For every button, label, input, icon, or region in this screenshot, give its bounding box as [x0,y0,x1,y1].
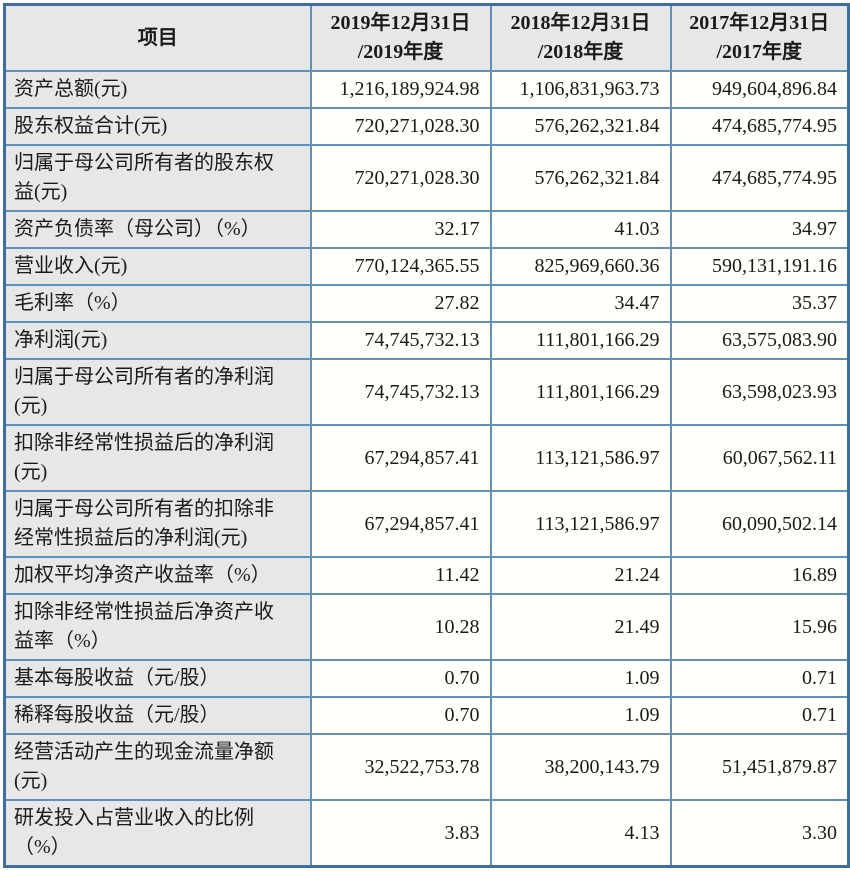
value-cell-2018: 21.49 [489,593,672,661]
table-body: 资产总额(元) 1,216,189,924.98 1,106,831,963.7… [3,70,850,868]
table-row: 资产总额(元) 1,216,189,924.98 1,106,831,963.7… [3,70,850,109]
value-cell-2017: 60,090,502.14 [669,490,850,558]
value-cell-2017: 63,575,083.90 [669,321,850,360]
value-cell-2017: 0.71 [669,696,850,735]
value-cell-2019: 770,124,365.55 [309,247,492,286]
value-cell-2018: 113,121,586.97 [489,490,672,558]
value-cell-2018: 111,801,166.29 [489,321,672,360]
row-label-cell: 资产总额(元) [3,70,312,109]
value-cell-2018: 34.47 [489,284,672,323]
table-row: 研发投入占营业收入的比例（%） 3.83 4.13 3.30 [3,799,850,868]
value-cell-2019: 67,294,857.41 [309,424,492,492]
value-cell-2019: 67,294,857.41 [309,490,492,558]
value-cell-2017: 3.30 [669,799,850,868]
value-cell-2017: 34.97 [669,210,850,249]
value-cell-2017: 35.37 [669,284,850,323]
value-cell-2019: 27.82 [309,284,492,323]
table-row: 归属于母公司所有者的净利润(元) 74,745,732.13 111,801,1… [3,358,850,426]
value-cell-2019: 1,216,189,924.98 [309,70,492,109]
value-cell-2018: 825,969,660.36 [489,247,672,286]
value-cell-2018: 113,121,586.97 [489,424,672,492]
row-label-cell: 净利润(元) [3,321,312,360]
header-period-2018-date: 2018年12月31日 [510,12,651,34]
header-period-2017-date: 2017年12月31日 [689,12,830,34]
row-label-cell: 稀释每股收益（元/股） [3,696,312,735]
value-cell-2019: 11.42 [309,556,492,595]
header-period-2017-year: /2017年度 [716,41,803,63]
table-row: 归属于母公司所有者的股东权益(元) 720,271,028.30 576,262… [3,144,850,212]
value-cell-2017: 15.96 [669,593,850,661]
value-cell-2019: 3.83 [309,799,492,868]
row-label-cell: 加权平均净资产收益率（%） [3,556,312,595]
value-cell-2017: 0.71 [669,659,850,698]
value-cell-2019: 0.70 [309,659,492,698]
header-row: 项目 2019年12月31日 /2019年度 2018年12月31日 /2018… [3,3,850,72]
row-label-cell: 基本每股收益（元/股） [3,659,312,698]
value-cell-2018: 1.09 [489,659,672,698]
row-label-cell: 营业收入(元) [3,247,312,286]
table-row: 加权平均净资产收益率（%） 11.42 21.24 16.89 [3,556,850,595]
table-row: 经营活动产生的现金流量净额(元) 32,522,753.78 38,200,14… [3,733,850,801]
value-cell-2019: 74,745,732.13 [309,358,492,426]
header-item-label: 项目 [3,3,312,72]
table-row: 股东权益合计(元) 720,271,028.30 576,262,321.84 … [3,107,850,146]
value-cell-2018: 4.13 [489,799,672,868]
header-period-2019-date: 2019年12月31日 [330,12,471,34]
header-period-2018-year: /2018年度 [537,41,624,63]
table-row: 资产负债率（母公司）（%） 32.17 41.03 34.97 [3,210,850,249]
value-cell-2017: 51,451,879.87 [669,733,850,801]
value-cell-2018: 576,262,321.84 [489,107,672,146]
value-cell-2018: 21.24 [489,556,672,595]
header-period-2018: 2018年12月31日 /2018年度 [489,3,672,72]
value-cell-2018: 576,262,321.84 [489,144,672,212]
value-cell-2019: 720,271,028.30 [309,107,492,146]
row-label-cell: 归属于母公司所有者的净利润(元) [3,358,312,426]
value-cell-2019: 720,271,028.30 [309,144,492,212]
value-cell-2017: 16.89 [669,556,850,595]
table-row: 扣除非经常性损益后净资产收益率（%） 10.28 21.49 15.96 [3,593,850,661]
value-cell-2019: 32,522,753.78 [309,733,492,801]
table-row: 基本每股收益（元/股） 0.70 1.09 0.71 [3,659,850,698]
table-row: 营业收入(元) 770,124,365.55 825,969,660.36 59… [3,247,850,286]
table-row: 归属于母公司所有者的扣除非经常性损益后的净利润(元) 67,294,857.41… [3,490,850,558]
table-row: 扣除非经常性损益后的净利润(元) 67,294,857.41 113,121,5… [3,424,850,492]
header-period-2019: 2019年12月31日 /2019年度 [309,3,492,72]
value-cell-2017: 63,598,023.93 [669,358,850,426]
row-label-cell: 归属于母公司所有者的扣除非经常性损益后的净利润(元) [3,490,312,558]
row-label-cell: 毛利率（%） [3,284,312,323]
value-cell-2018: 111,801,166.29 [489,358,672,426]
row-label-cell: 资产负债率（母公司）（%） [3,210,312,249]
table-row: 净利润(元) 74,745,732.13 111,801,166.29 63,5… [3,321,850,360]
value-cell-2018: 1,106,831,963.73 [489,70,672,109]
value-cell-2019: 74,745,732.13 [309,321,492,360]
value-cell-2018: 41.03 [489,210,672,249]
value-cell-2018: 38,200,143.79 [489,733,672,801]
value-cell-2017: 474,685,774.95 [669,144,850,212]
value-cell-2017: 949,604,896.84 [669,70,850,109]
row-label-cell: 归属于母公司所有者的股东权益(元) [3,144,312,212]
value-cell-2017: 590,131,191.16 [669,247,850,286]
value-cell-2019: 32.17 [309,210,492,249]
row-label-cell: 研发投入占营业收入的比例（%） [3,799,312,868]
table-row: 稀释每股收益（元/股） 0.70 1.09 0.71 [3,696,850,735]
value-cell-2017: 60,067,562.11 [669,424,850,492]
value-cell-2019: 0.70 [309,696,492,735]
header-period-2019-year: /2019年度 [357,41,444,63]
value-cell-2017: 474,685,774.95 [669,107,850,146]
table-row: 毛利率（%） 27.82 34.47 35.37 [3,284,850,323]
row-label-cell: 股东权益合计(元) [3,107,312,146]
value-cell-2018: 1.09 [489,696,672,735]
row-label-cell: 扣除非经常性损益后净资产收益率（%） [3,593,312,661]
row-label-cell: 经营活动产生的现金流量净额(元) [3,733,312,801]
value-cell-2019: 10.28 [309,593,492,661]
header-period-2017: 2017年12月31日 /2017年度 [669,3,850,72]
row-label-cell: 扣除非经常性损益后的净利润(元) [3,424,312,492]
financial-summary-table: 项目 2019年12月31日 /2019年度 2018年12月31日 /2018… [3,3,850,868]
